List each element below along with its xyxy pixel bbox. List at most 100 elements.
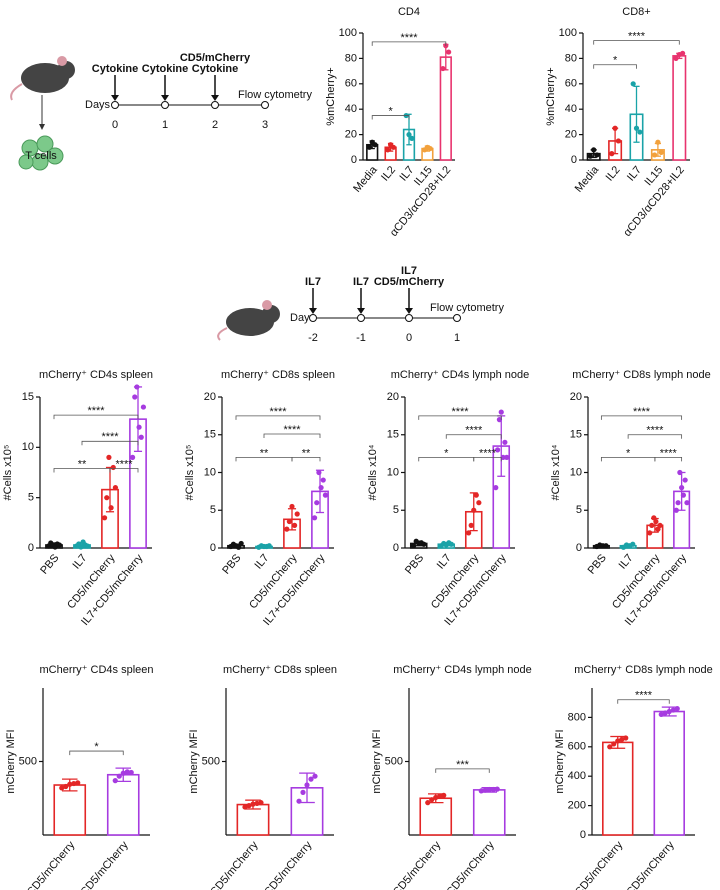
significance-label: ****: [269, 406, 287, 418]
arrow-label: Cytokine: [142, 63, 188, 75]
data-point: [495, 447, 501, 453]
data-point: [630, 541, 636, 547]
y-tick-label: 15: [387, 429, 399, 441]
significance-bracket: [627, 434, 683, 439]
data-point: [680, 50, 686, 56]
bar: [106, 773, 140, 836]
significance-label: ****: [479, 447, 497, 459]
y-tick-label: 20: [345, 129, 357, 141]
y-tick-label: 15: [570, 429, 582, 441]
data-point: [409, 135, 415, 142]
y-tick-label: 10: [204, 466, 216, 478]
data-point: [653, 518, 659, 525]
data-point: [322, 492, 329, 498]
y-axis-label: #Cells x10⁴: [550, 444, 562, 500]
y-axis-label: %mCherry+: [325, 67, 337, 125]
arrow-head: [111, 95, 119, 101]
data-point: [320, 477, 326, 483]
y-tick-label: 20: [204, 391, 216, 403]
data-point: [441, 792, 447, 798]
day-label: 3: [262, 119, 268, 131]
data-point: [429, 797, 435, 803]
data-point: [637, 129, 643, 135]
data-point: [587, 153, 593, 159]
days-label: Days: [290, 312, 316, 324]
data-point: [674, 705, 680, 712]
data-point: [680, 492, 686, 498]
data-point: [289, 503, 295, 510]
data-point: [425, 800, 431, 806]
data-point: [258, 800, 264, 806]
data-point: [609, 151, 615, 157]
y-tick-label: 0: [351, 154, 357, 166]
data-point: [63, 783, 69, 790]
x-tick-label: IL2: [604, 164, 623, 183]
y-tick-label: 100: [339, 27, 357, 39]
data-point: [633, 125, 640, 131]
arrow-head: [211, 95, 219, 101]
data-point: [235, 544, 242, 550]
y-tick-label: 800: [568, 711, 586, 723]
data-point: [630, 81, 636, 87]
data-point: [619, 736, 625, 743]
data-point: [134, 384, 140, 390]
significance-bracket: [53, 414, 139, 420]
y-tick-label: 40: [345, 103, 357, 115]
arrow-head: [357, 308, 365, 314]
y-tick-label: 10: [570, 466, 582, 478]
y-axis-label: mCherry MFI: [188, 729, 200, 793]
data-point: [673, 55, 679, 62]
significance-bracket: [593, 64, 637, 69]
chart-title: mCherry⁺ CD4s lymph node: [393, 664, 531, 676]
day-node: [405, 314, 413, 322]
significance-label: *: [613, 55, 618, 67]
x-tick-label: PBS: [586, 552, 609, 577]
y-axis-label: mCherry MFI: [371, 729, 383, 793]
days-label: Days: [85, 99, 111, 111]
y-tick-label: 0: [576, 542, 582, 554]
significance-bracket: [371, 115, 410, 120]
significance-bracket: [593, 40, 680, 45]
y-tick-label: 10: [22, 441, 34, 453]
data-point: [296, 798, 302, 804]
data-point: [603, 543, 609, 549]
significance-bracket: [81, 440, 139, 446]
y-tick-label: 500: [385, 755, 403, 767]
significance-bracket: [473, 457, 502, 462]
significance-label: ***: [456, 759, 470, 771]
data-point: [308, 776, 314, 782]
y-axis-label: #Cells x10⁵: [184, 445, 196, 501]
data-point: [666, 708, 672, 715]
data-point: [140, 404, 147, 410]
significance-bracket: [371, 41, 447, 46]
data-point: [411, 543, 417, 549]
significance-label: *: [388, 105, 393, 117]
y-tick-label: 80: [565, 52, 577, 64]
chart-title: mCherry⁺ CD8s spleen: [221, 369, 335, 381]
data-point: [71, 780, 77, 787]
end-label: Flow cytometry: [430, 302, 504, 314]
significance-bracket: [445, 434, 502, 439]
bar: [439, 56, 452, 161]
data-point: [372, 142, 378, 148]
arrow-label: IL7: [305, 276, 321, 288]
data-point: [478, 788, 484, 794]
data-point: [649, 522, 655, 528]
data-point: [502, 439, 508, 445]
y-tick-label: 5: [576, 504, 582, 516]
cells-icon: [18, 135, 64, 171]
data-point: [124, 769, 130, 775]
data-point: [594, 152, 600, 158]
data-point: [658, 711, 664, 718]
y-tick-label: 5: [393, 504, 399, 516]
bar: [419, 797, 453, 836]
day-node: [161, 101, 169, 109]
day-label: 2: [212, 119, 218, 131]
x-tick-label: PBS: [403, 552, 426, 577]
data-point: [437, 793, 443, 799]
bar: [653, 710, 685, 836]
data-point: [136, 424, 142, 430]
significance-label: ****: [283, 424, 301, 436]
y-tick-label: 5: [28, 492, 34, 504]
significance-label: **: [302, 447, 311, 459]
